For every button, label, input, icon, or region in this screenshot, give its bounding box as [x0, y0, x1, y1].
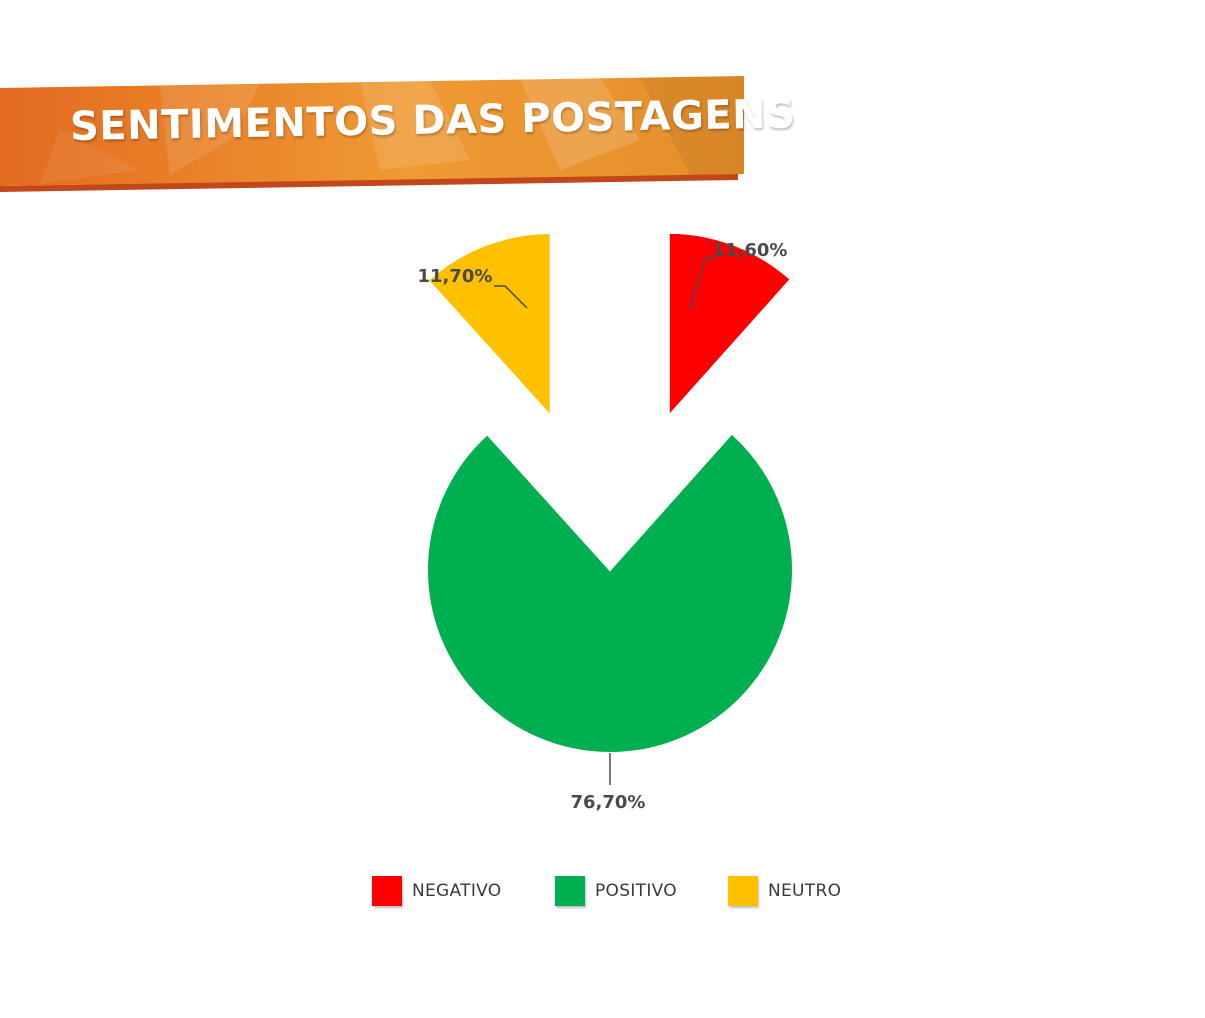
- leader-line-neutro: [494, 285, 528, 309]
- leader-line-negativo: [689, 257, 716, 311]
- legend-swatch-neutro: [728, 876, 758, 906]
- legend-swatch-negativo: [372, 876, 402, 906]
- legend-label-positivo: POSITIVO: [595, 881, 677, 901]
- data-label-neutro: 11,70%: [418, 266, 493, 287]
- data-label-negativo: 11,60%: [713, 240, 788, 261]
- legend-swatch-positivo: [555, 876, 585, 906]
- legend: NEGATIVO POSITIVO NEUTRO: [372, 874, 892, 908]
- pie-slice-neutro: [426, 232, 552, 419]
- pie-slice-positivo: [426, 432, 794, 754]
- legend-label-neutro: NEUTRO: [768, 881, 842, 901]
- legend-item-negativo: NEGATIVO: [372, 874, 501, 908]
- data-label-positivo: 76,70%: [571, 792, 646, 813]
- legend-item-positivo: POSITIVO: [555, 874, 677, 908]
- title-banner: [0, 76, 744, 192]
- legend-item-neutro: NEUTRO: [728, 874, 841, 908]
- legend-label-negativo: NEGATIVO: [412, 881, 502, 901]
